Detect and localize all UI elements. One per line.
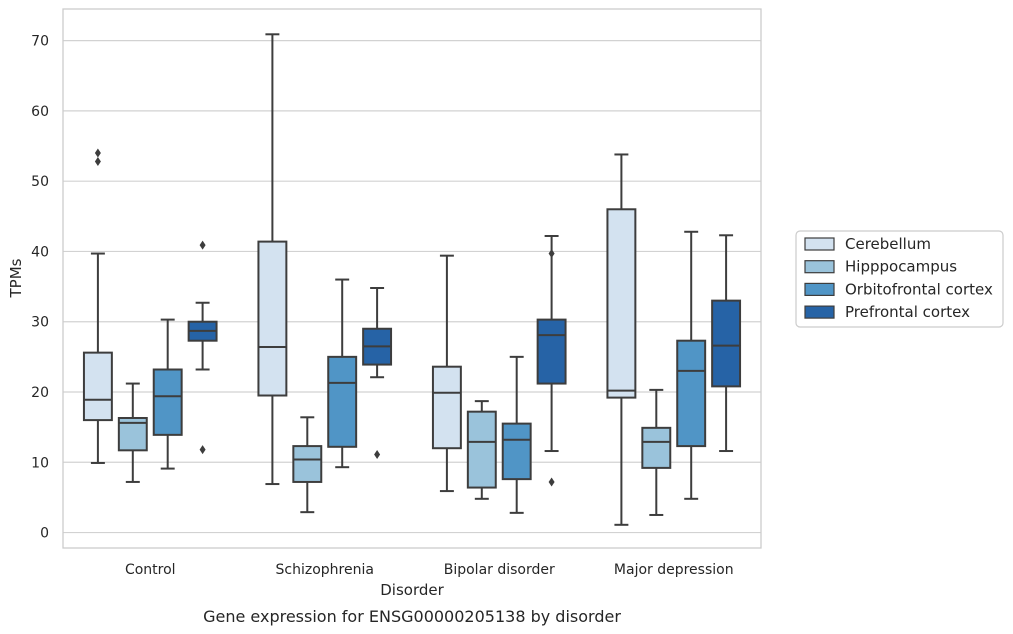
x-tick-label: Schizophrenia [276, 562, 374, 578]
y-tick-label-30: 30 [31, 315, 49, 331]
box-hipppocampus [292, 416, 323, 514]
legend: Cerebellum Hipppocampus Orbitofrontal cort… [795, 230, 1004, 328]
outlier-point [548, 477, 555, 487]
legend-swatch [804, 260, 835, 274]
legend-frame [795, 230, 1004, 328]
y-tick-label-10: 10 [31, 455, 49, 471]
box-iqr [606, 208, 637, 399]
legend-swatch [804, 282, 835, 296]
legend-label: Orbitofrontal cortex [845, 280, 993, 298]
plot-frame [62, 8, 762, 549]
box-iqr [711, 299, 742, 388]
box-cerebellum [82, 148, 113, 464]
box-iqr [536, 318, 567, 385]
legend-label: Prefrontal cortex [845, 303, 970, 321]
outlier-point [199, 240, 206, 250]
box-cerebellum [431, 254, 462, 493]
box-iqr [466, 410, 497, 489]
box-orbitofrontal-cortex [676, 230, 707, 500]
x-axis-label: Disorder [380, 581, 444, 599]
x-tick-label: Major depression [614, 562, 734, 578]
box-iqr [501, 422, 532, 481]
box-orbitofrontal-cortex [327, 278, 358, 469]
box-iqr [327, 355, 358, 448]
y-tick-labels: 0 10 20 30 40 50 60 70 [31, 34, 49, 542]
box-hipppocampus [117, 382, 148, 483]
legend-label: Cerebellum [845, 235, 931, 253]
outlier-point [94, 156, 101, 166]
outlier-point [199, 445, 206, 455]
y-tick-label-70: 70 [31, 34, 49, 50]
box-hipppocampus [641, 388, 672, 516]
box-iqr [82, 351, 113, 422]
outlier-point [374, 450, 381, 460]
y-axis-label: TPMs [7, 258, 25, 298]
x-tick-label: Control [125, 562, 176, 578]
box-orbitofrontal-cortex [152, 318, 183, 470]
y-tick-label-60: 60 [31, 104, 49, 120]
box-iqr [676, 339, 707, 448]
box-iqr [431, 365, 462, 450]
y-tick-label-20: 20 [31, 385, 49, 401]
box-prefrontal-cortex [362, 286, 393, 460]
box-cerebellum [257, 33, 288, 486]
box-hipppocampus [466, 400, 497, 500]
box-iqr [152, 368, 183, 436]
legend-swatch [804, 237, 835, 251]
box-prefrontal-cortex [187, 240, 218, 455]
chart-caption: Gene expression for ENSG00000205138 by d… [203, 607, 621, 626]
box-groups [82, 33, 742, 526]
x-tick-labels: Control Schizophrenia Bipolar disorder Majo… [125, 562, 734, 578]
outlier-point [94, 148, 101, 158]
legend-label: Hipppocampus [845, 258, 957, 276]
box-iqr [292, 445, 323, 483]
box-iqr [641, 426, 672, 469]
outlier-point [548, 249, 555, 259]
x-tick-label: Bipolar disorder [444, 562, 555, 578]
box-prefrontal-cortex [711, 234, 742, 453]
box-orbitofrontal-cortex [501, 355, 532, 514]
box-prefrontal-cortex [536, 234, 567, 487]
y-tick-label-0: 0 [40, 526, 49, 542]
y-tick-label-40: 40 [31, 244, 49, 260]
y-tick-label-50: 50 [31, 174, 49, 190]
box-cerebellum [606, 153, 637, 526]
box-iqr [257, 240, 288, 397]
legend-swatch [804, 305, 835, 319]
